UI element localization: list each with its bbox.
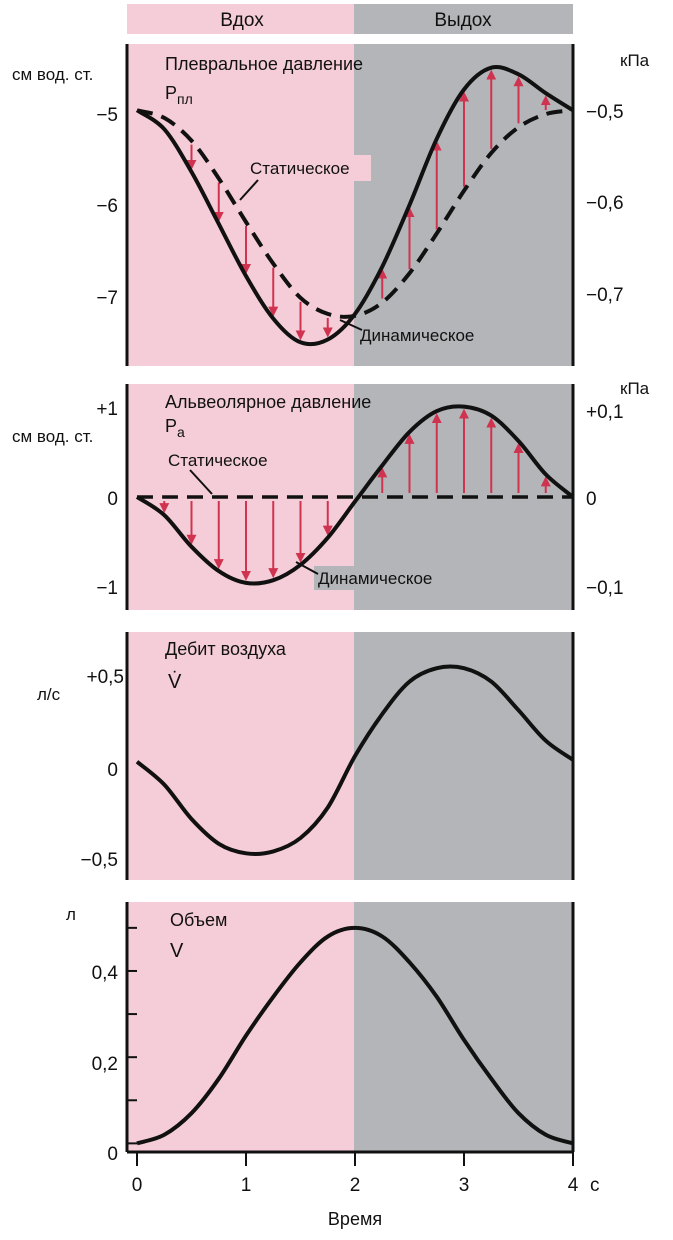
- panel-1-static-pointer: [239, 179, 259, 201]
- exhale-band: [354, 4, 573, 34]
- panel-1-symbol: Pпл: [165, 83, 193, 107]
- panel-3-left-tick-0: +0,5: [86, 667, 124, 688]
- panel-1-title: Плевральное давление: [165, 54, 363, 74]
- x-tick-label-1: 1: [241, 1175, 252, 1196]
- panel-1-right-tick-2: −0,7: [586, 285, 624, 306]
- panel-1-inhale-bg: [127, 44, 354, 366]
- panel-pleural-pressure: Плевральное давление Pпл см вод. ст. кПа…: [12, 44, 650, 366]
- x-tick-label-4: 4: [568, 1175, 579, 1196]
- panel-3-left-tick-1: 0: [107, 760, 118, 781]
- panel-1-left-tick-0: −5: [96, 105, 118, 126]
- panel-2-symbol: Pa: [165, 416, 185, 440]
- panel-1-left-tick-2: −7: [96, 288, 118, 309]
- x-tick-label-3: 3: [459, 1175, 470, 1196]
- panel-1-right-tick-1: −0,6: [586, 193, 624, 214]
- panel-1-ylabel-right: кПа: [620, 51, 650, 70]
- x-axis-unit: с: [590, 1175, 600, 1196]
- panel-2-static-label: Статическое: [168, 451, 268, 470]
- panel-2-left-tick-0: +1: [96, 399, 118, 420]
- panel-2-left-tick-1: 0: [107, 489, 118, 510]
- panel-4-left-tick-1: 0,2: [92, 1054, 118, 1075]
- panel-1-static-label: Статическое: [250, 159, 350, 178]
- panel-3-ylabel-left: л/с: [37, 685, 61, 704]
- panel-2-static-pointer: [189, 469, 213, 495]
- panel-3-exhale-bg: [354, 632, 573, 880]
- panel-3-inhale-bg: [127, 632, 354, 880]
- panel-4-symbol: V: [170, 940, 184, 962]
- panel-1-subscript: пл: [177, 91, 193, 107]
- x-tick-label-2: 2: [350, 1175, 361, 1196]
- panel-2-right-tick-0: +0,1: [586, 402, 624, 423]
- panel-2-static-label-bg: [165, 448, 291, 472]
- panel-volume: Объем V л 0,4 0,2 0: [66, 902, 575, 1165]
- panel-alveolar-pressure: Альвеолярное давление Pa см вод. ст. кПа…: [12, 379, 650, 610]
- panel-3-title: Дебит воздуха: [165, 639, 287, 659]
- panel-2-left-tick-2: −1: [96, 578, 118, 599]
- panel-air-flow: Дебит воздуха V̇ л/с +0,5 0 −0,5: [37, 632, 575, 880]
- dynamic-alveolar-curve: [135, 404, 575, 586]
- panel-4-inhale-bg: [127, 902, 354, 1152]
- phase-header: Вдох Выдох: [127, 4, 573, 34]
- inhale-label: Вдох: [220, 10, 264, 31]
- panel-4-title: Объем: [170, 910, 227, 930]
- x-tick-label-0: 0: [132, 1175, 143, 1196]
- panel-1-right-tick-0: −0,5: [586, 102, 624, 123]
- panel-2-title: Альвеолярное давление: [165, 392, 371, 412]
- panel-3-left-tick-2: −0,5: [80, 850, 118, 871]
- panel-4-ylabel-left: л: [66, 905, 76, 924]
- panel-1-static-label-bg: [243, 155, 371, 181]
- panel-1-left-tick-1: −6: [96, 196, 118, 217]
- panel-2-subscript: a: [177, 424, 185, 440]
- panel-2-dynamic-label: Динамическое: [318, 569, 432, 588]
- volume-curve: [136, 925, 574, 1146]
- time-axis: 0 1 2 3 4 с Время: [132, 1152, 600, 1229]
- x-axis-label: Время: [328, 1209, 382, 1229]
- exhale-label: Выдох: [434, 10, 492, 31]
- panel-2-right-tick-2: −0,1: [586, 578, 624, 599]
- inhale-band: [127, 4, 354, 34]
- panel-2-dynamic-label-bg: [314, 566, 460, 590]
- dynamic-pressure-curve: [135, 65, 575, 347]
- panel-2-dynamic-pointer: [295, 561, 319, 575]
- panel-4-left-tick-0: 0,4: [92, 963, 119, 984]
- panel-1-dynamic-label: Динамическое: [360, 326, 474, 345]
- panel-1-dynamic-label-bg: [355, 322, 505, 348]
- panel-1-dynamic-pointer: [339, 319, 363, 331]
- panel-2-right-tick-1: 0: [586, 489, 597, 510]
- panel-4-left-tick-2: 0: [107, 1144, 118, 1165]
- air-flow-curve: [135, 664, 575, 856]
- panel-2-ylabel-left: см вод. ст.: [12, 427, 93, 446]
- panel-3-symbol: V̇: [168, 671, 182, 693]
- panel-1-ylabel-left: см вод. ст.: [12, 65, 93, 84]
- panel-2-ylabel-right: кПа: [620, 379, 650, 398]
